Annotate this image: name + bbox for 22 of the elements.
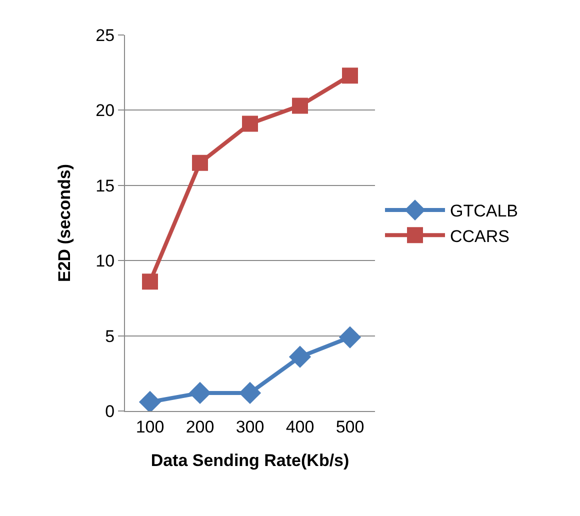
- point: [292, 98, 308, 114]
- point: [342, 68, 358, 84]
- y-tick-label: 0: [105, 402, 115, 421]
- y-tick-label: 5: [105, 326, 115, 346]
- x-axis-title: Data Sending Rate(Kb/s): [150, 450, 350, 470]
- x-tick-label: 300: [236, 417, 264, 436]
- y-axis-title: E2D (seconds): [55, 164, 74, 282]
- x-tick-label: 200: [186, 417, 214, 436]
- point: [142, 274, 158, 290]
- legend-label: CCARS: [450, 226, 510, 246]
- point: [242, 116, 258, 132]
- x-tick-label: 500: [336, 417, 364, 436]
- y-tick-label: 25: [96, 26, 115, 45]
- y-tick-label: 10: [96, 252, 115, 271]
- y-tick-label: 15: [96, 176, 115, 196]
- x-tick-label: 400: [286, 417, 314, 436]
- point: [192, 154, 208, 171]
- point: [288, 346, 312, 368]
- point: [338, 326, 362, 348]
- legend-label: GTCALB: [450, 202, 518, 221]
- x-tick-label: 100: [136, 417, 164, 436]
- y-tick-label: 20: [96, 101, 115, 120]
